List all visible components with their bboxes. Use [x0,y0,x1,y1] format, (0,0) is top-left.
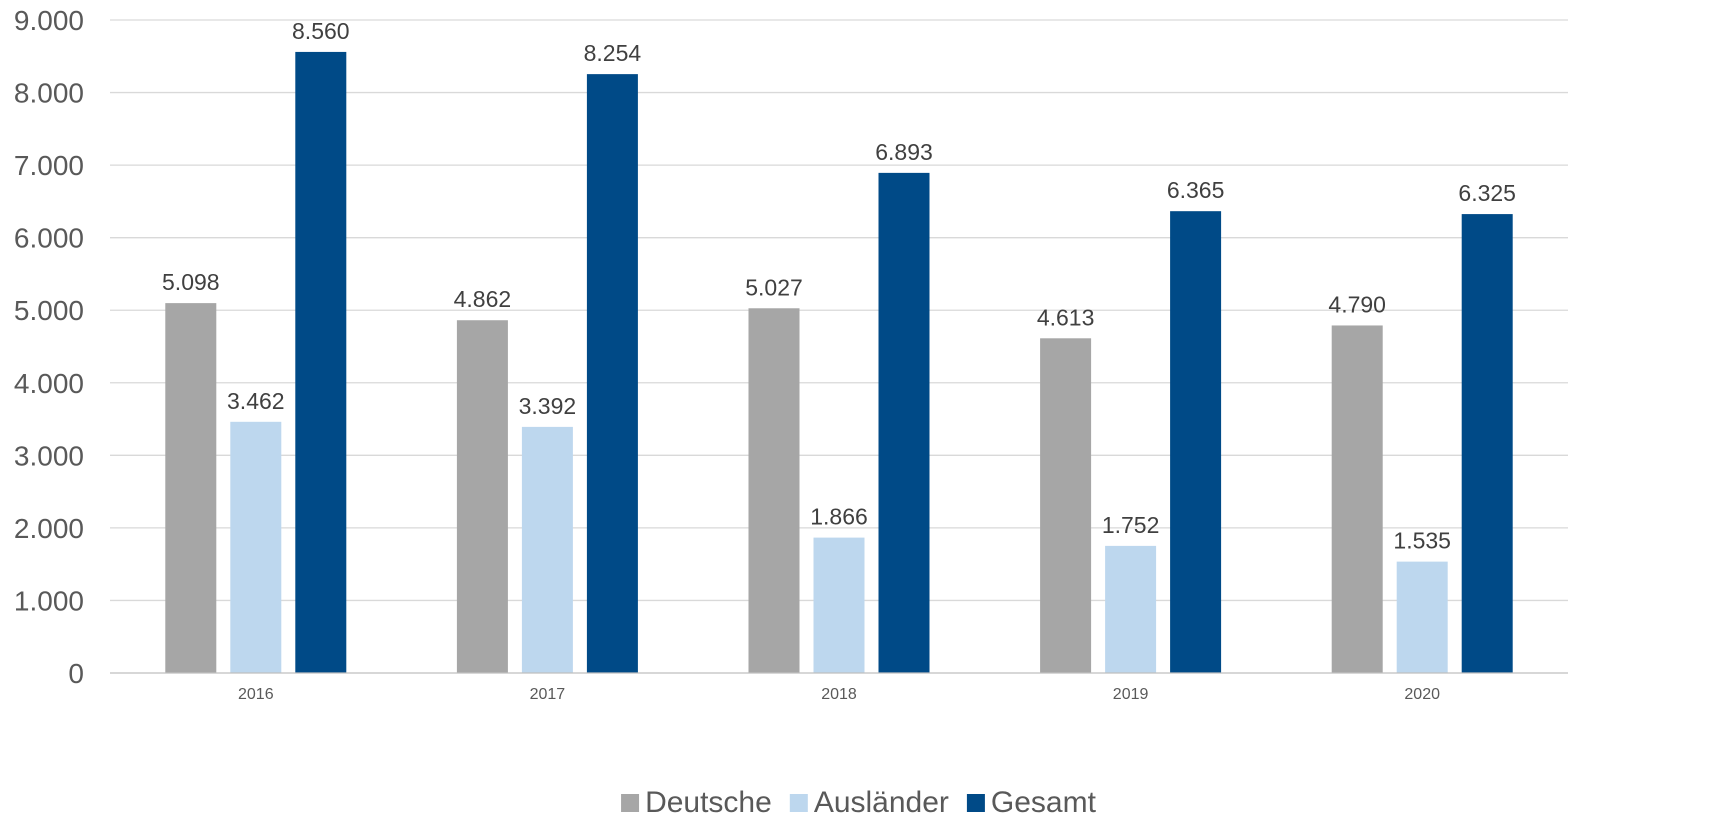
y-tick-label: 4.000 [14,368,84,399]
bars [165,51,1513,674]
x-tick-label: 2017 [530,686,566,703]
data-label: 4.862 [454,286,512,312]
y-tick-label: 0 [68,658,84,689]
data-label: 8.254 [584,40,642,66]
data-label: 8.560 [292,18,350,44]
bar-deutsche-2020 [1331,325,1383,673]
data-label: 3.462 [227,388,285,414]
data-label: 1.866 [810,504,868,530]
bar-gesamt-2019 [1170,211,1222,673]
data-label: 1.752 [1102,512,1160,538]
data-label: 5.027 [745,274,803,300]
data-label: 6.325 [1458,180,1516,206]
bar-deutsche-2016 [165,303,217,673]
y-tick-label: 5.000 [14,295,84,326]
gridlines [110,19,1568,602]
legend-swatch [621,794,640,812]
data-label: 6.893 [875,139,933,165]
data-label: 1.535 [1393,528,1451,554]
bar-deutsche-2017 [456,320,508,673]
legend-swatch [789,794,808,812]
bar-gesamt-2018 [878,172,930,673]
legend-label: Deutsche [645,786,772,819]
x-tick-label: 2018 [821,686,857,703]
legend-item-deutsche: Deutsche [621,786,772,819]
data-label: 3.392 [519,393,577,419]
y-tick-label: 2.000 [14,513,84,544]
legend-item-ausl-nder: Ausländer [789,786,949,819]
x-tick-label: 2019 [1113,686,1149,703]
legend: Deutsche Ausländer Gesamt [621,786,1097,819]
x-tick-label: 2016 [238,686,274,703]
data-label: 4.790 [1328,291,1386,317]
legend-label: Gesamt [991,786,1097,819]
data-label: 4.613 [1037,304,1095,330]
bar-deutsche-2019 [1040,338,1092,673]
bar-ausl-nder-2018 [813,537,865,673]
bar-gesamt-2017 [586,74,638,673]
data-label: 5.098 [162,269,220,295]
data-label: 6.365 [1167,177,1225,203]
bar-gesamt-2016 [295,51,347,674]
legend-item-gesamt: Gesamt [966,786,1097,819]
bar-ausl-nder-2017 [521,426,573,673]
bar-ausl-nder-2019 [1105,545,1157,673]
legend-label: Ausländer [814,786,949,819]
y-tick-label: 9.000 [14,5,84,36]
bar-ausl-nder-2016 [230,421,282,673]
x-axis: 2016 2017 2018 2019 2020 [110,672,1568,703]
y-tick-label: 3.000 [14,440,84,471]
bar-deutsche-2018 [748,308,800,673]
y-tick-label: 8.000 [14,78,84,109]
bar-gesamt-2020 [1461,214,1513,673]
y-tick-label: 1.000 [14,585,84,616]
y-tick-label: 6.000 [14,223,84,254]
legend-swatch [966,794,985,812]
y-tick-label: 7.000 [14,150,84,181]
data-labels: 5.098 3.462 8.560 4.862 3.392 8.254 5.027 1.866… [162,18,1516,554]
y-axis: 0 1.000 2.000 3.000 4.000 5.000 6.000 7.000 8.00… [14,5,84,689]
x-tick-label: 2020 [1404,686,1440,703]
bar-ausl-nder-2020 [1396,561,1448,673]
